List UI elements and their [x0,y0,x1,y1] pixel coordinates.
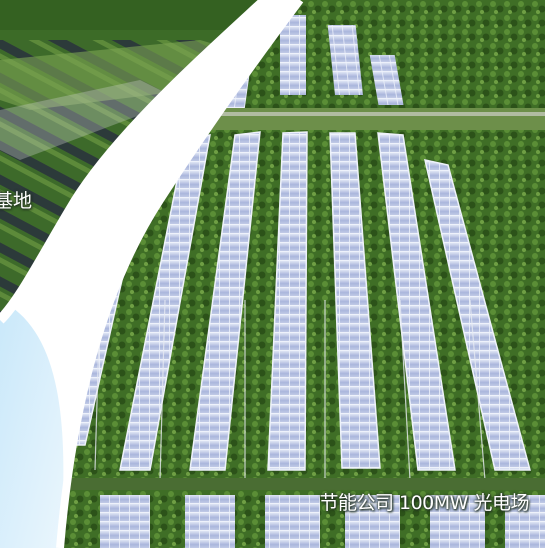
decorative-blue-swash [0,300,64,548]
right-photo-caption: 节能公司 100MW 光电场 [319,492,529,514]
foreground-panel-row [100,495,545,548]
left-photo-label: 基地 [0,190,33,212]
